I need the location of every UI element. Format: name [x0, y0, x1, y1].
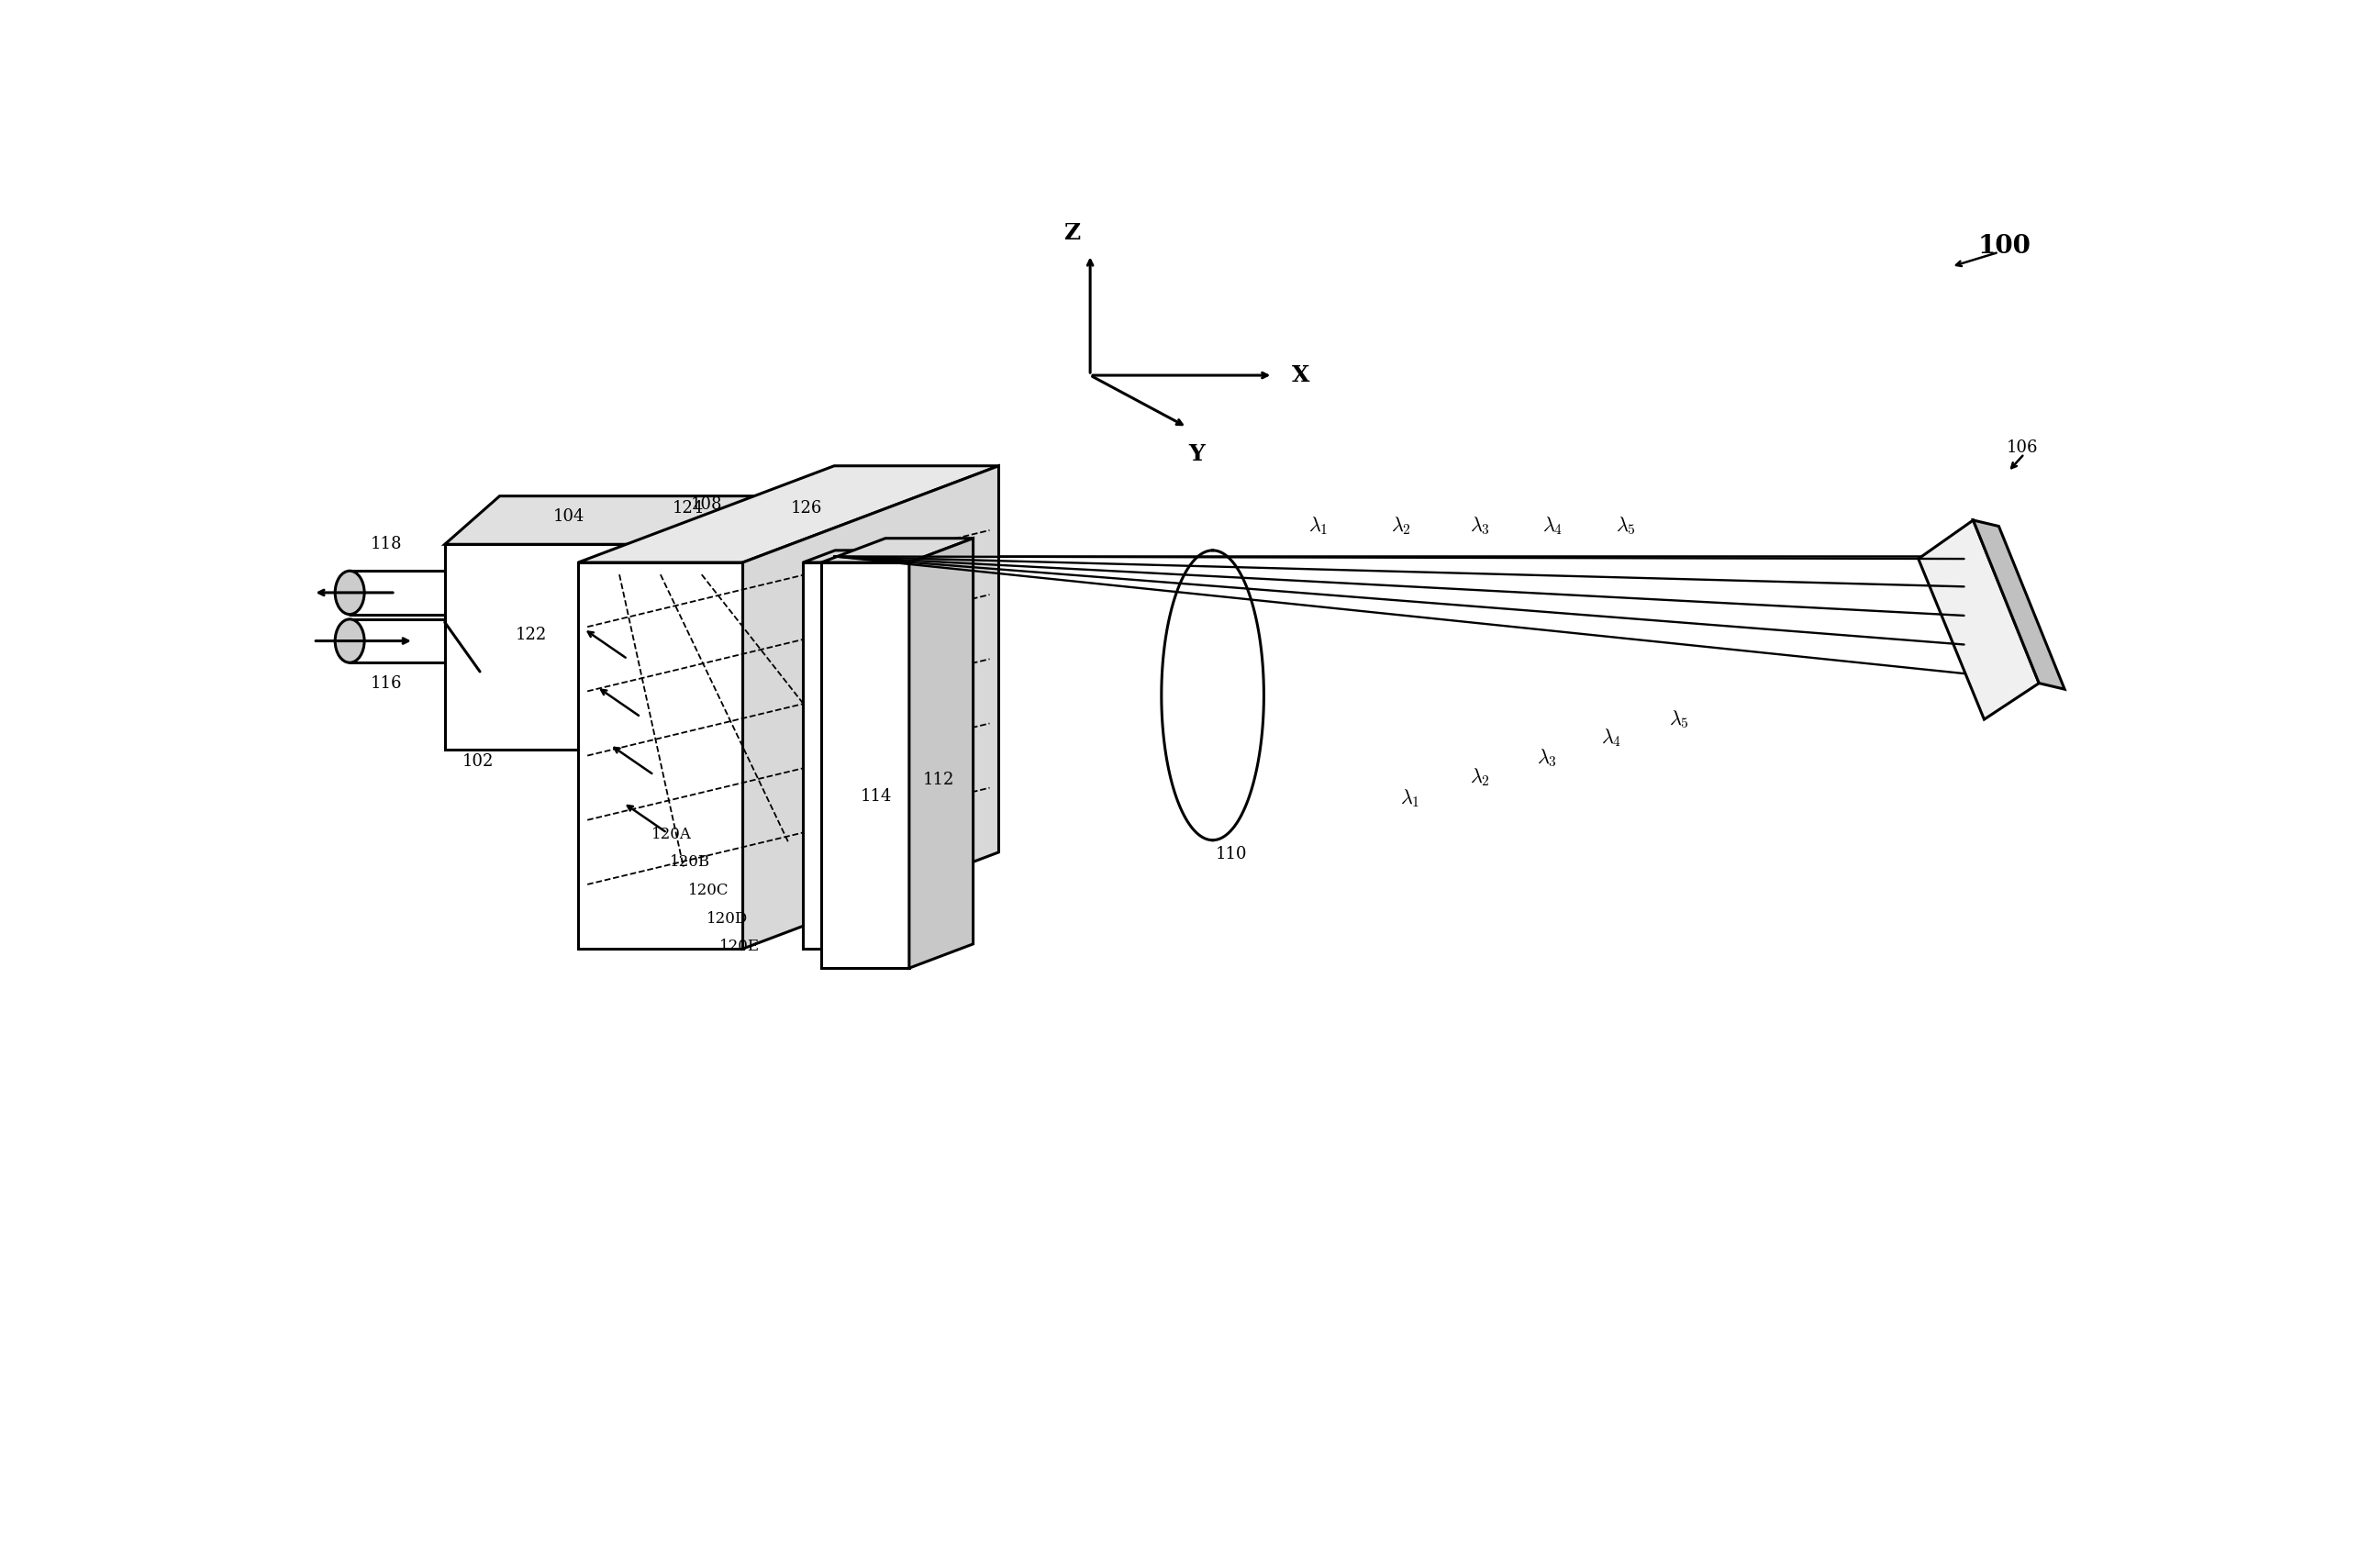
- Text: X: X: [1290, 364, 1309, 386]
- Text: 110: 110: [1215, 847, 1248, 862]
- Text: 118: 118: [370, 536, 401, 552]
- Polygon shape: [821, 538, 974, 563]
- Polygon shape: [845, 550, 875, 949]
- Polygon shape: [1918, 521, 2038, 720]
- Text: $\lambda_4$: $\lambda_4$: [1602, 726, 1621, 748]
- Text: $\lambda_4$: $\lambda_4$: [1543, 516, 1564, 538]
- Text: 114: 114: [861, 789, 892, 804]
- Polygon shape: [1972, 521, 2064, 690]
- Text: $\lambda_5$: $\lambda_5$: [1668, 709, 1689, 731]
- Text: 120D: 120D: [705, 911, 748, 927]
- Text: $\lambda_3$: $\lambda_3$: [1538, 746, 1557, 768]
- Polygon shape: [802, 563, 845, 949]
- Text: 106: 106: [2008, 439, 2038, 456]
- Polygon shape: [446, 544, 738, 750]
- Text: 104: 104: [554, 508, 585, 525]
- Text: Z: Z: [1064, 221, 1080, 245]
- Polygon shape: [578, 563, 743, 949]
- Text: 120B: 120B: [670, 855, 710, 870]
- Text: 100: 100: [1977, 234, 2031, 259]
- Polygon shape: [743, 466, 998, 949]
- Text: 108: 108: [691, 495, 722, 513]
- Polygon shape: [578, 466, 998, 563]
- Polygon shape: [908, 538, 974, 967]
- Polygon shape: [802, 550, 875, 563]
- Text: 120E: 120E: [719, 939, 760, 955]
- Text: 124: 124: [672, 500, 703, 516]
- Text: 120C: 120C: [689, 883, 729, 898]
- Text: $\lambda_1$: $\lambda_1$: [1401, 787, 1420, 809]
- Text: $\lambda_1$: $\lambda_1$: [1309, 516, 1328, 538]
- Text: $\lambda_2$: $\lambda_2$: [1392, 516, 1411, 538]
- Ellipse shape: [335, 571, 363, 615]
- Text: 116: 116: [370, 674, 401, 691]
- Text: 126: 126: [790, 500, 823, 516]
- Text: Y: Y: [1189, 442, 1205, 464]
- Text: $\lambda_5$: $\lambda_5$: [1616, 516, 1635, 538]
- Polygon shape: [446, 495, 793, 544]
- Text: 122: 122: [517, 627, 547, 643]
- Text: 102: 102: [462, 753, 493, 770]
- Text: $\lambda_2$: $\lambda_2$: [1470, 767, 1489, 789]
- Ellipse shape: [335, 619, 363, 663]
- Polygon shape: [738, 495, 793, 750]
- Text: 112: 112: [922, 771, 953, 789]
- Text: $\lambda_3$: $\lambda_3$: [1470, 516, 1489, 538]
- Polygon shape: [821, 563, 908, 967]
- Text: 120A: 120A: [651, 826, 691, 842]
